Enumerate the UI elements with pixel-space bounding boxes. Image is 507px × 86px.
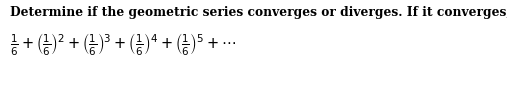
- Text: $\frac{1}{6} + \left(\frac{1}{6}\right)^{2} + \left(\frac{1}{6}\right)^{3} + \le: $\frac{1}{6} + \left(\frac{1}{6}\right)^…: [10, 32, 237, 58]
- Text: Determine if the geometric series converges or diverges. If it converges, find i: Determine if the geometric series conver…: [10, 6, 507, 19]
